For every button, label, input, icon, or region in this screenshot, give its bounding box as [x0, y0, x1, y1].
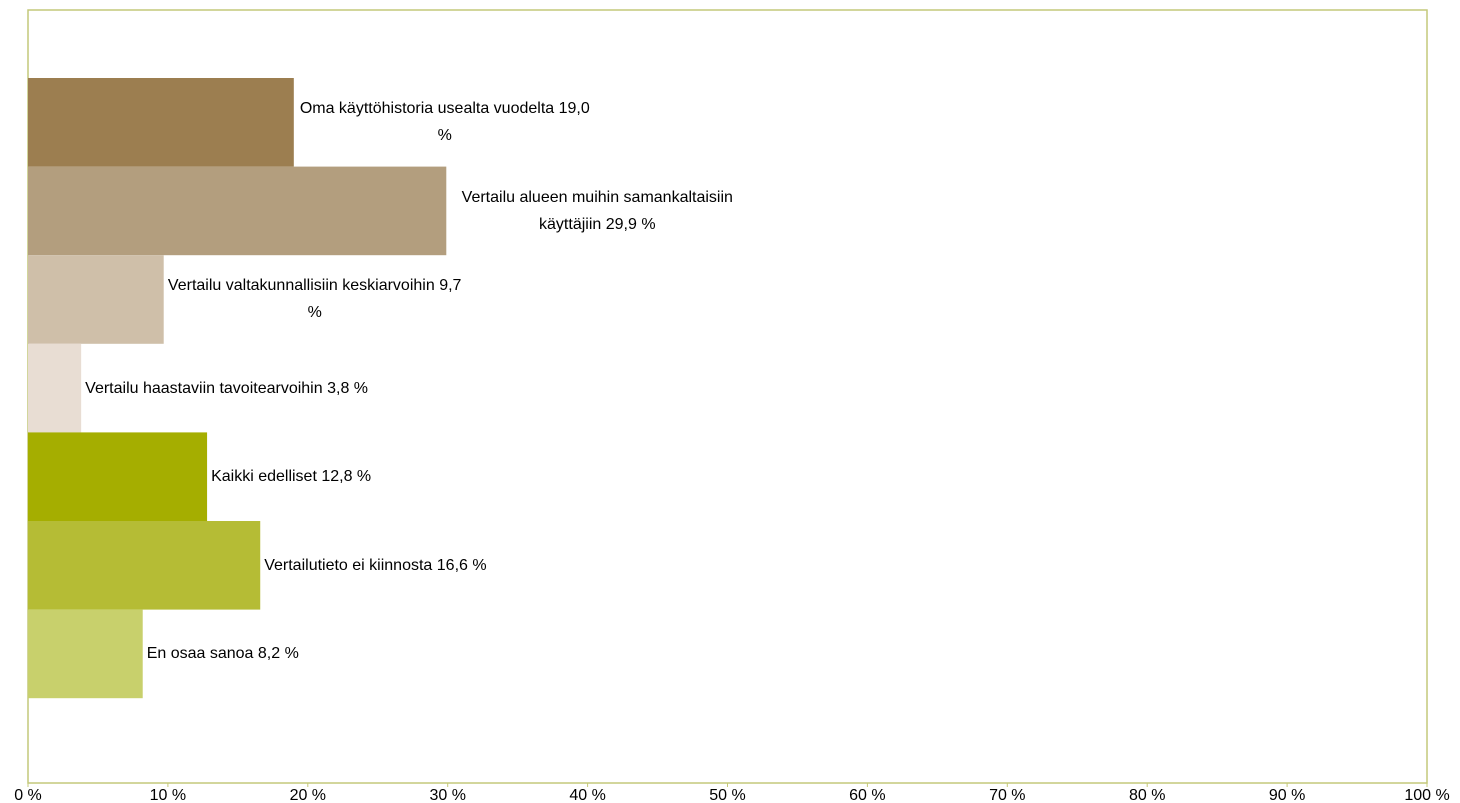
data-label-text: Vertailutieto ei kiinnosta 16,6 % — [264, 552, 486, 579]
value-label: 19,0 % — [437, 100, 590, 145]
data-label-text: En osaa sanoa 8,2 % — [147, 640, 299, 667]
data-label: En osaa sanoa 8,2 % — [147, 640, 299, 667]
x-tick-label: 60 % — [849, 787, 885, 803]
data-label-text: Vertailu valtakunnallisiin keskiarvoihin… — [168, 272, 462, 326]
bar — [28, 255, 164, 344]
value-label: 29,9 % — [605, 215, 656, 233]
data-label-text: Vertailu haastaviin tavoitearvoihin 3,8 … — [85, 375, 368, 402]
bar — [28, 521, 261, 610]
x-tick-label: 80 % — [1129, 787, 1165, 803]
x-tick-label: 10 % — [150, 787, 186, 803]
x-tick-label: 40 % — [569, 787, 605, 803]
category-label: En osaa sanoa — [146, 645, 254, 663]
data-label: Vertailu alueen muihin samankaltaisiin k… — [450, 184, 744, 238]
x-tick-label: 20 % — [290, 787, 326, 803]
bar — [28, 78, 294, 167]
category-label: Vertailu valtakunnallisiin keskiarvoihin — [167, 277, 435, 295]
x-tick-label: 90 % — [1269, 787, 1305, 803]
x-tick-label: 30 % — [429, 787, 465, 803]
data-label: Vertailutieto ei kiinnosta 16,6 % — [264, 552, 486, 579]
value-label: 12,8 % — [321, 468, 372, 486]
value-label: 9,7 % — [307, 277, 462, 322]
x-tick-label: 50 % — [709, 787, 745, 803]
category-label: Vertailu haastaviin tavoitearvoihin — [85, 379, 323, 397]
category-label: Kaikki edelliset — [211, 468, 317, 486]
bar — [28, 432, 208, 521]
value-label: 8,2 % — [257, 645, 299, 663]
x-tick-label: 0 % — [14, 787, 42, 803]
x-tick-label: 100 % — [1404, 787, 1449, 803]
category-label: Oma käyttöhistoria usealta vuodelta — [299, 100, 555, 118]
bar — [28, 166, 447, 256]
data-label-text: Vertailu alueen muihin samankaltaisiin k… — [450, 184, 744, 238]
bar — [28, 609, 143, 699]
data-label: Vertailu valtakunnallisiin keskiarvoihin… — [168, 272, 462, 326]
data-label: Vertailu haastaviin tavoitearvoihin 3,8 … — [85, 375, 368, 402]
category-label: Vertailu alueen muihin samankaltaisiin k… — [461, 188, 733, 233]
value-label: 3,8 % — [327, 379, 369, 397]
data-label-text: Kaikki edelliset 12,8 % — [211, 463, 371, 490]
category-label: Vertailutieto ei kiinnosta — [264, 556, 433, 574]
data-label-text: Oma käyttöhistoria usealta vuodelta 19,0… — [298, 95, 592, 149]
value-label: 16,6 % — [436, 556, 487, 574]
x-tick-label: 70 % — [989, 787, 1025, 803]
data-label: Kaikki edelliset 12,8 % — [211, 463, 371, 490]
bar — [28, 343, 82, 433]
data-label: Oma käyttöhistoria usealta vuodelta 19,0… — [298, 95, 592, 149]
